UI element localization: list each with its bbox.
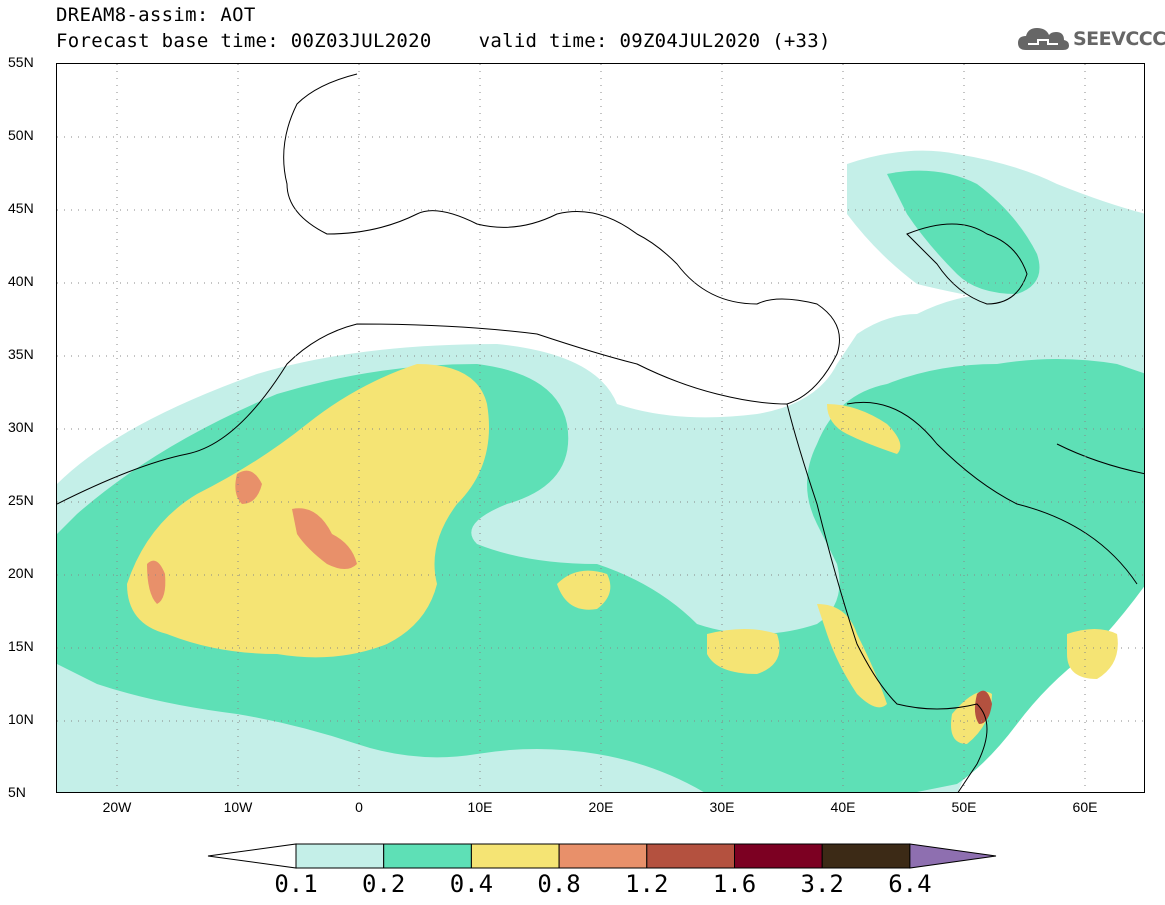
lat-label: 10N: [8, 711, 34, 727]
lon-label: 40E: [830, 799, 856, 815]
colorbar-label: 3.2: [800, 870, 844, 898]
lon-label: 20E: [588, 799, 614, 815]
lat-label: 5N: [8, 784, 26, 800]
cloud-icon: [1018, 28, 1069, 50]
lon-label: 30E: [709, 799, 735, 815]
colorbar-box: [470, 843, 560, 869]
colorbar-box: [295, 843, 385, 869]
lon-label: 20W: [102, 799, 132, 815]
lat-label: 30N: [8, 419, 34, 435]
lon-label: 10E: [467, 799, 493, 815]
colorbar-label: 6.4: [888, 870, 932, 898]
lat-label: 55N: [8, 54, 34, 70]
coastlines: [57, 73, 1144, 792]
forecast-times: Forecast base time: 00Z03JUL2020 valid t…: [56, 30, 831, 52]
lon-label: 50E: [951, 799, 977, 815]
graticule: [57, 64, 1144, 792]
lat-label: 35N: [8, 346, 34, 362]
colorbar-label: 0.8: [537, 870, 581, 898]
colorbar-box: [646, 843, 735, 869]
aot-contour-veryhigh: [147, 470, 357, 604]
colorbar-box: [734, 843, 823, 869]
colorbar-label: 0.1: [274, 870, 318, 898]
lat-label: 25N: [8, 492, 34, 508]
lat-label: 50N: [8, 127, 34, 143]
colorbar-box: [383, 843, 472, 869]
lon-label: 10W: [223, 799, 253, 815]
lat-label: 20N: [8, 565, 34, 581]
map-frame: [56, 63, 1145, 793]
seevccc-logo: SEEVCCC: [1016, 22, 1165, 56]
colorbar-label: 1.6: [712, 870, 757, 898]
lon-label: 60E: [1072, 799, 1098, 815]
lat-label: 40N: [8, 273, 34, 289]
logo-text: SEEVCCC: [1073, 28, 1165, 50]
colorbar-box: [821, 843, 911, 869]
lat-label: 45N: [8, 200, 34, 216]
aot-map: [57, 64, 1144, 792]
aot-contour-extreme: [974, 690, 992, 724]
colorbar-lower-triangle: [207, 843, 297, 869]
colorbar: [207, 843, 997, 869]
colorbar-box: [558, 843, 648, 869]
map-title: DREAM8-assim: AOT: [56, 4, 256, 26]
colorbar-label: 0.4: [449, 870, 494, 898]
lon-label: 0: [355, 799, 363, 815]
colorbar-label: 0.2: [362, 870, 406, 898]
colorbar-upper-triangle: [909, 843, 997, 869]
lat-label: 15N: [8, 638, 34, 654]
colorbar-label: 1.2: [625, 870, 669, 898]
